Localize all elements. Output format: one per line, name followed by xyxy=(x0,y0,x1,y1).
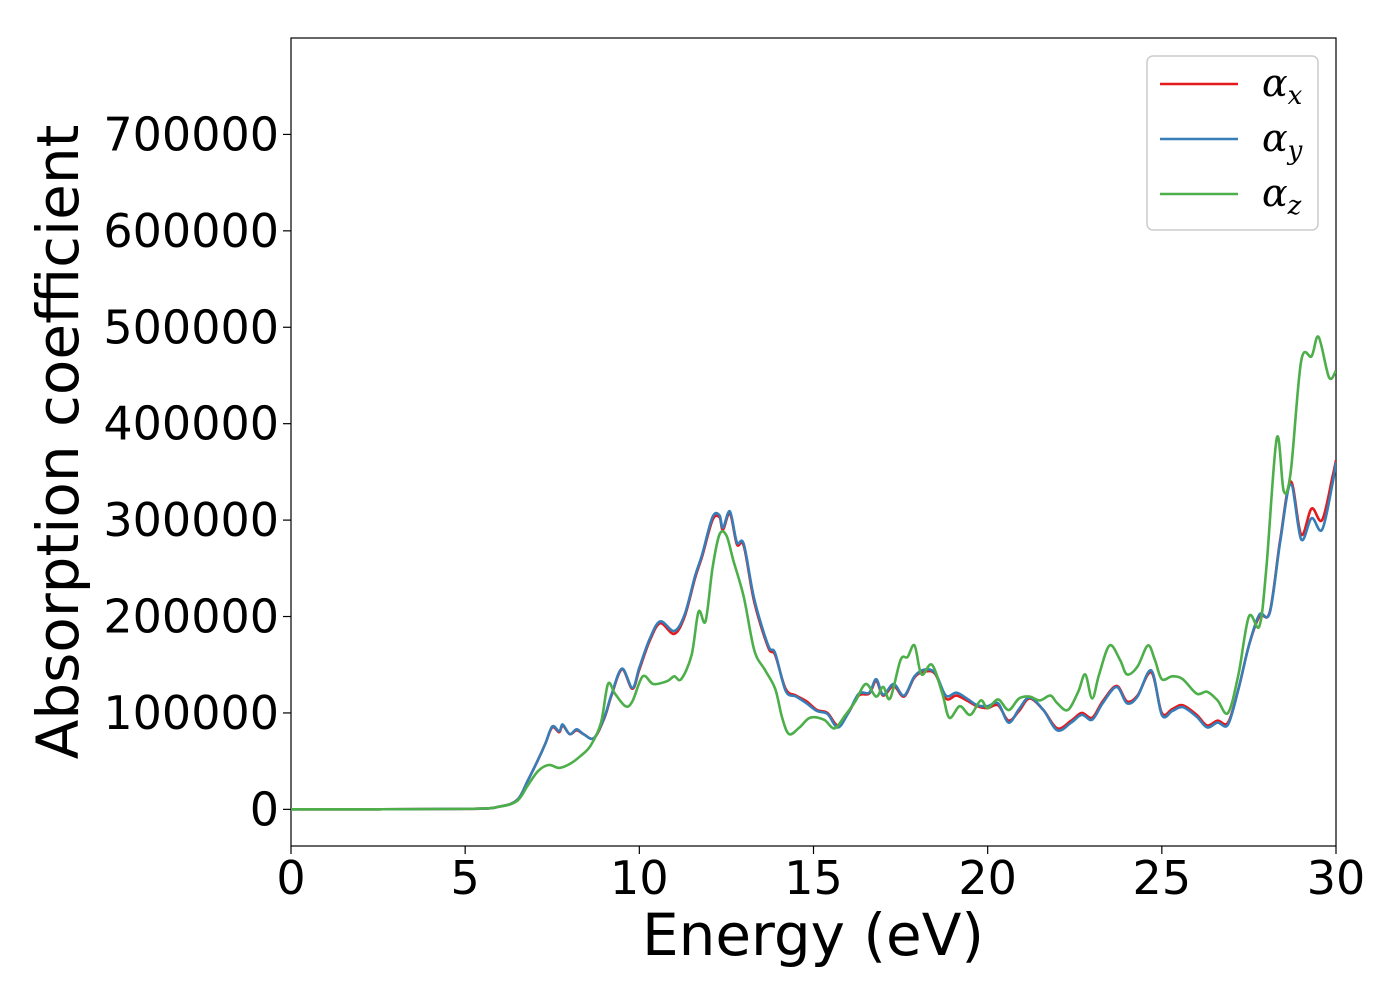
legend-box xyxy=(1146,55,1319,231)
series-line-x xyxy=(291,460,1336,811)
x-tick-label: 0 xyxy=(276,851,305,905)
y-tick-label: 500000 xyxy=(103,300,279,354)
y-axis-label: Absorption coefficient xyxy=(24,125,92,760)
legend-label-z: αz xyxy=(1262,171,1302,221)
y-tick-label: 0 xyxy=(250,782,279,836)
y-tick-label: 200000 xyxy=(103,590,279,644)
series-line-y xyxy=(291,462,1336,811)
legend-label-y: αy xyxy=(1262,116,1303,166)
series-lines xyxy=(291,335,1336,811)
y-tick-label: 400000 xyxy=(103,397,279,451)
y-axis-ticks: 0 100000 200000 300000 400000 500000 600000 700… xyxy=(103,107,291,836)
x-tick-label: 30 xyxy=(1307,851,1366,905)
x-tick-label: 10 xyxy=(610,851,669,905)
y-tick-label: 700000 xyxy=(103,107,279,161)
y-tick-label: 100000 xyxy=(103,686,279,740)
y-tick-label: 600000 xyxy=(103,204,279,258)
y-tick-label: 300000 xyxy=(103,493,279,547)
x-tick-label: 20 xyxy=(958,851,1017,905)
x-tick-label: 25 xyxy=(1133,851,1192,905)
x-axis-label: Energy (eV) xyxy=(642,901,984,969)
legend-label-x: αx xyxy=(1262,61,1303,111)
x-axis-ticks: 0 5 10 15 20 25 30 xyxy=(276,846,1365,905)
series-line-z xyxy=(291,335,1336,811)
x-tick-label: 15 xyxy=(784,851,843,905)
x-tick-label: 5 xyxy=(451,851,480,905)
